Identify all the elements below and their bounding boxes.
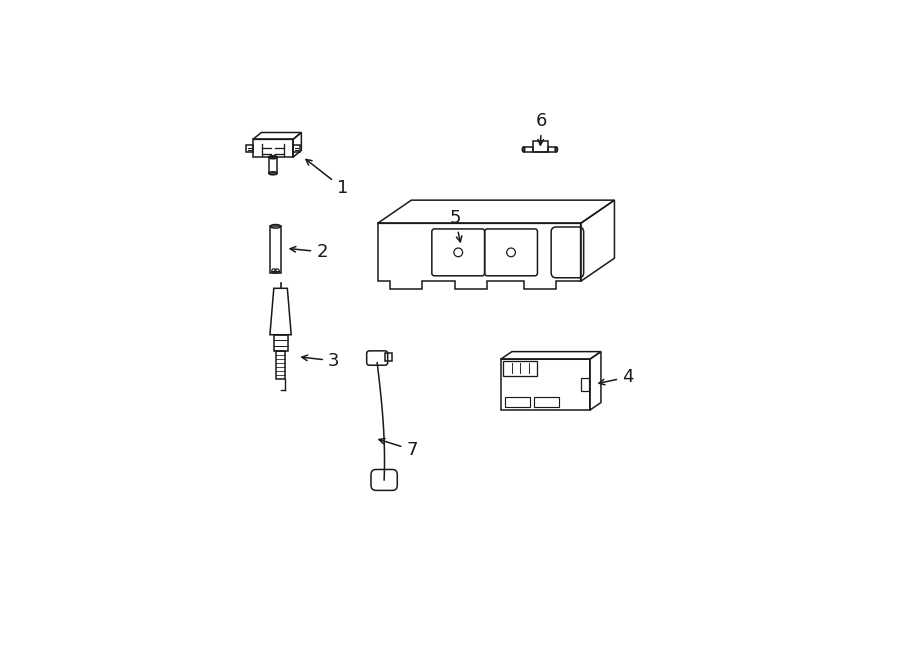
Bar <box>534 141 548 152</box>
Bar <box>548 147 556 152</box>
Bar <box>269 157 277 173</box>
Bar <box>270 226 281 274</box>
Bar <box>505 397 530 407</box>
Bar <box>500 360 590 410</box>
Text: 2: 2 <box>290 243 328 261</box>
Bar <box>274 334 287 351</box>
Text: 4: 4 <box>599 368 634 386</box>
Bar <box>580 378 589 391</box>
Text: 7: 7 <box>379 438 418 459</box>
Text: 6: 6 <box>536 112 547 145</box>
Bar <box>253 139 293 157</box>
Text: 5: 5 <box>449 209 462 242</box>
Bar <box>503 362 537 375</box>
Bar <box>524 147 534 152</box>
Bar <box>276 351 285 379</box>
Bar <box>534 397 559 407</box>
Text: 1: 1 <box>306 159 348 197</box>
Text: 3: 3 <box>302 352 339 369</box>
